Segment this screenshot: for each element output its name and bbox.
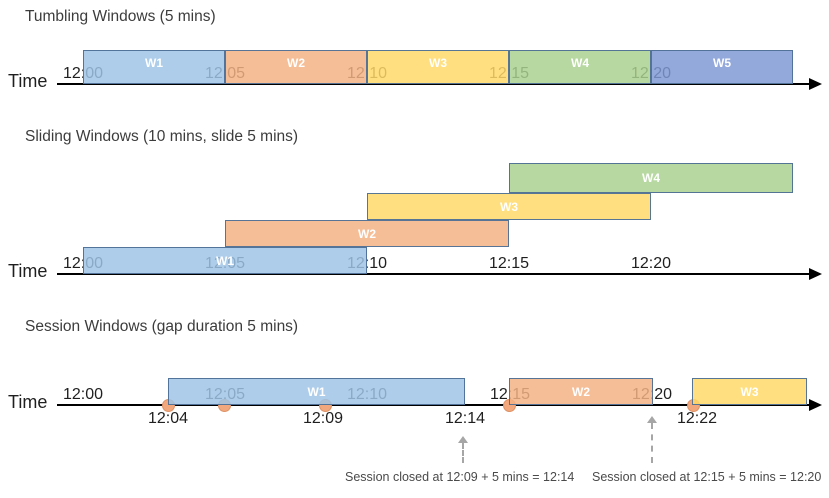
session-tick-label: 12:00 (62, 386, 104, 403)
tumbling-axis-arrow-icon (809, 78, 822, 90)
session-annotation: Session closed at 12:09 + 5 mins = 12:14 (345, 470, 575, 484)
tumbling-window-w2: W2 (225, 50, 367, 84)
section-title-session: Session Windows (gap duration 5 mins) (25, 318, 299, 335)
sliding-axis-arrow-icon (809, 268, 822, 280)
tumbling-window-w5: W5 (651, 50, 793, 84)
sliding-window-label-w3: W3 (500, 199, 518, 214)
sliding-tick-label: 12:20 (630, 255, 672, 272)
session-annotation: Session closed at 12:15 + 5 mins = 12:20 (592, 470, 822, 484)
session-axis-line (57, 404, 811, 406)
session-event-time-label: 12:09 (302, 410, 344, 427)
session-window-label-w1: W1 (307, 384, 326, 399)
tumbling-window-label-w5: W5 (713, 56, 731, 70)
sliding-axis-line (57, 273, 811, 275)
sliding-window-w1: W1 (83, 247, 367, 274)
sliding-window-w2: W2 (225, 220, 509, 247)
tumbling-time-axis-label: Time (8, 71, 48, 91)
tumbling-window-w3: W3 (367, 50, 509, 84)
session-event-time-label: 12:04 (147, 410, 189, 427)
tumbling-window-label-w4: W4 (571, 56, 589, 70)
tumbling-window-label-w2: W2 (287, 56, 305, 70)
session-time-axis-label: Time (8, 392, 48, 412)
session-callout-arrow-line (651, 423, 653, 463)
section-title-sliding: Sliding Windows (10 mins, slide 5 mins) (25, 128, 299, 145)
sliding-tick-label: 12:15 (488, 255, 530, 272)
sliding-window-w3: W3 (367, 193, 651, 220)
tumbling-window-w4: W4 (509, 50, 651, 84)
session-callout-arrow-icon (647, 416, 657, 423)
session-window-w1: W1 (168, 378, 465, 405)
sliding-window-label-w2: W2 (358, 226, 376, 241)
session-window-w3: W3 (692, 378, 807, 405)
session-callout-arrow-line (462, 443, 464, 463)
session-axis-arrow-icon (809, 399, 822, 411)
session-event-time-label: 12:14 (444, 410, 486, 427)
session-event-time-label: 12:22 (676, 410, 718, 427)
tumbling-axis-line (57, 83, 811, 85)
sliding-window-w4: W4 (509, 163, 793, 193)
tumbling-window-label-w3: W3 (429, 56, 447, 70)
session-window-w2: W2 (509, 378, 653, 405)
session-callout-arrow-icon (458, 436, 468, 443)
section-title-tumbling: Tumbling Windows (5 mins) (25, 8, 216, 25)
session-window-label-w3: W3 (740, 384, 759, 399)
sliding-window-label-w4: W4 (642, 171, 660, 185)
tumbling-window-label-w1: W1 (145, 56, 163, 70)
session-window-label-w2: W2 (572, 384, 590, 399)
sliding-time-axis-label: Time (8, 261, 48, 281)
tumbling-window-w1: W1 (83, 50, 225, 84)
sliding-window-label-w1: W1 (216, 253, 234, 268)
